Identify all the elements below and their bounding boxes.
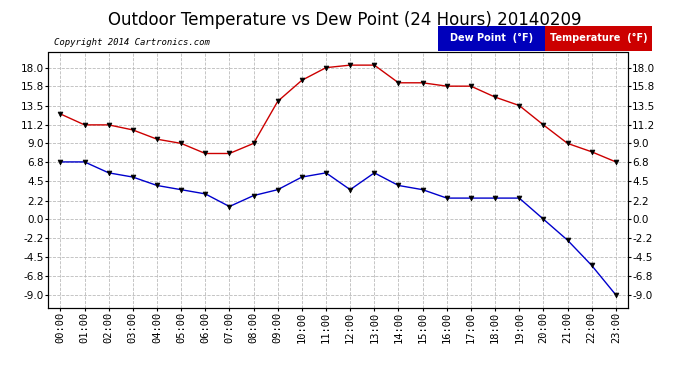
Text: Outdoor Temperature vs Dew Point (24 Hours) 20140209: Outdoor Temperature vs Dew Point (24 Hou… bbox=[108, 11, 582, 29]
Text: Copyright 2014 Cartronics.com: Copyright 2014 Cartronics.com bbox=[54, 38, 210, 47]
Text: Temperature  (°F): Temperature (°F) bbox=[550, 33, 647, 44]
Text: Dew Point  (°F): Dew Point (°F) bbox=[450, 33, 533, 44]
